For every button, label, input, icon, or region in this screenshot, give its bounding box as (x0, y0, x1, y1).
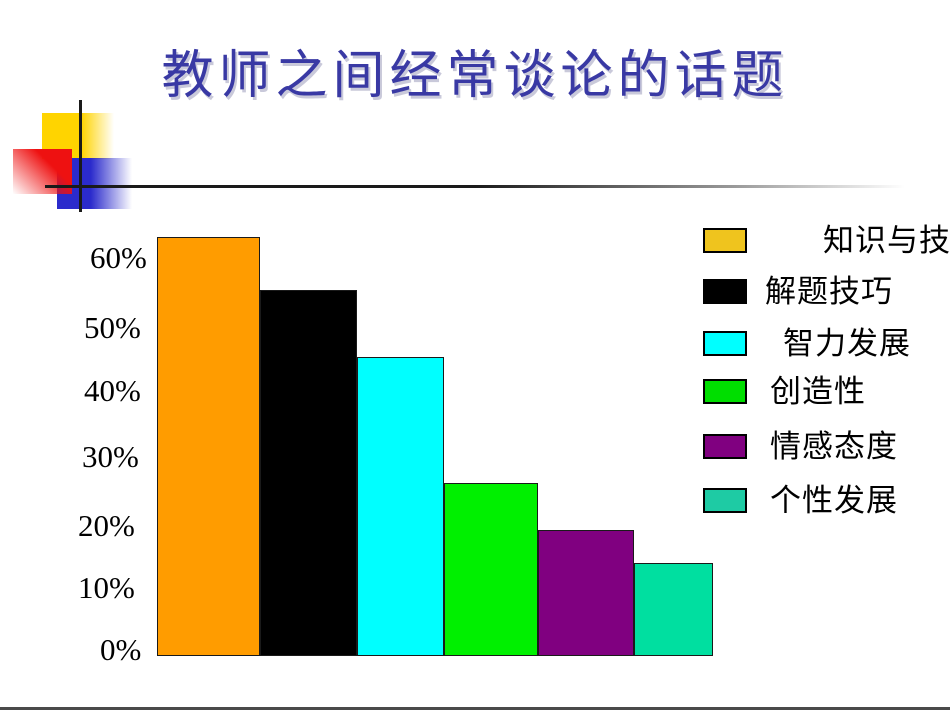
y-axis-label-60pct: 60% (90, 240, 147, 275)
chart-bar-1 (157, 237, 260, 656)
legend-swatch-2 (703, 279, 747, 304)
slide-title: 教师之间经常谈论的话题 (161, 48, 789, 105)
decor-crosshair-vertical-line (79, 100, 82, 212)
chart-bar-3 (357, 357, 444, 656)
legend-swatch-1 (703, 228, 747, 253)
chart-bar-2 (260, 290, 357, 656)
chart-bar-5 (538, 530, 634, 656)
legend-swatch-3 (703, 331, 747, 356)
y-axis-label-0pct: 0% (100, 632, 142, 667)
chart-bar-4 (444, 483, 538, 656)
chart-bar-6 (634, 563, 713, 656)
y-axis-label-10pct: 10% (78, 570, 135, 605)
legend-label-1: 知识与技 (823, 223, 950, 258)
legend-swatch-6 (703, 488, 747, 513)
legend-label-5: 情感态度 (770, 429, 898, 464)
y-axis-label-40pct: 40% (84, 373, 141, 408)
slide-bottom-edge-line (0, 707, 950, 710)
legend-label-3: 智力发展 (783, 326, 911, 361)
legend-label-2: 解题技巧 (765, 274, 893, 309)
decor-crosshair-horizontal-line (45, 185, 905, 188)
legend-swatch-5 (703, 434, 747, 459)
legend-label-4: 创造性 (770, 374, 866, 409)
legend-label-6: 个性发展 (770, 483, 898, 518)
y-axis-label-20pct: 20% (78, 508, 135, 543)
legend-swatch-4 (703, 379, 747, 404)
y-axis-label-30pct: 30% (82, 439, 139, 474)
y-axis-label-50pct: 50% (84, 310, 141, 345)
